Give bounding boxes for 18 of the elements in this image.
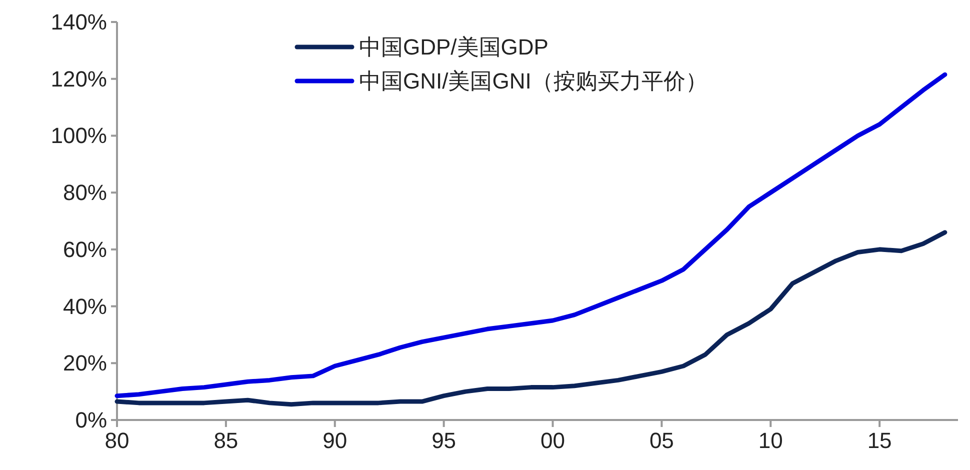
x-tick-label: 10 bbox=[758, 428, 783, 453]
y-tick-label: 20% bbox=[62, 350, 107, 376]
x-tick-label: 05 bbox=[649, 428, 674, 453]
legend-label: 中国GNI/美国GNI（按购买力平价） bbox=[359, 68, 708, 94]
y-tick-label: 100% bbox=[50, 123, 107, 148]
y-tick-label: 140% bbox=[50, 10, 107, 34]
x-tick-label: 15 bbox=[867, 428, 892, 453]
x-tick-label: 85 bbox=[214, 428, 238, 453]
x-tick-label: 95 bbox=[432, 428, 456, 453]
x-tick-label: 90 bbox=[322, 428, 348, 453]
y-tick-label: 120% bbox=[50, 66, 107, 92]
legend-label: 中国GDP/美国GDP bbox=[359, 34, 548, 60]
x-tick-label: 00 bbox=[540, 428, 565, 453]
y-tick-label: 60% bbox=[62, 236, 107, 262]
y-tick-label: 80% bbox=[62, 180, 107, 206]
y-tick-label: 40% bbox=[62, 294, 107, 319]
x-tick-label: 80 bbox=[104, 428, 130, 453]
y-tick-label: 0% bbox=[75, 408, 107, 432]
